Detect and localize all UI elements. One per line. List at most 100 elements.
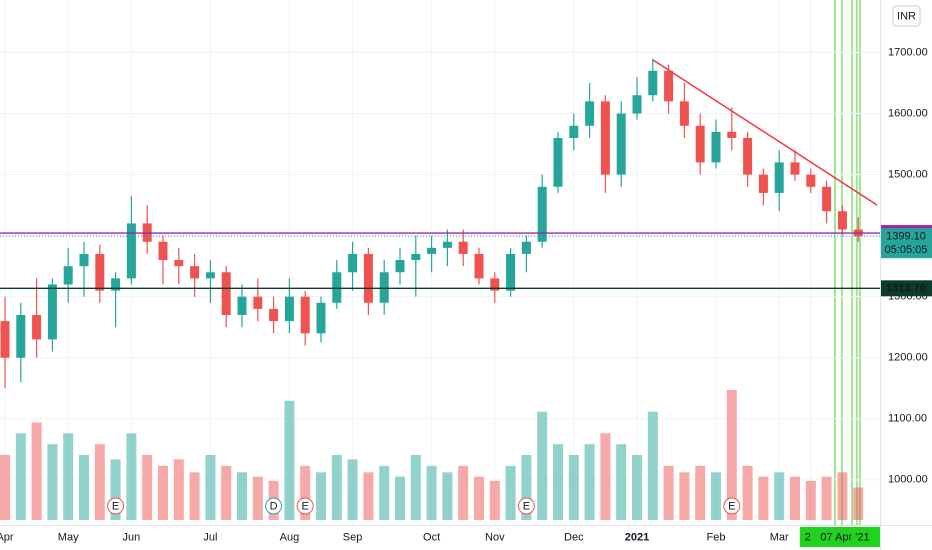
candle-body	[253, 296, 263, 309]
candle-body	[537, 186, 547, 242]
volume-bar	[189, 472, 200, 520]
volume-bar	[790, 476, 800, 520]
x-tick-label: 07 Apr '21	[820, 531, 869, 543]
volume-bar	[553, 444, 563, 520]
volume-bar	[837, 472, 848, 520]
volume-bar	[395, 476, 405, 520]
volume-bar	[237, 472, 247, 520]
candle-body	[490, 278, 500, 291]
event-marker	[296, 497, 314, 515]
volume-bar	[600, 433, 611, 520]
volume-bar	[505, 465, 516, 520]
candles	[0, 58, 863, 389]
event-marker	[723, 497, 741, 515]
candle-body	[679, 101, 689, 126]
volume-bar	[94, 444, 105, 520]
volume-bar	[537, 411, 548, 520]
x-tick-label: 2021	[625, 531, 649, 543]
volume-bar	[663, 465, 674, 520]
candle-body	[237, 296, 247, 315]
volume-bar	[221, 465, 232, 520]
x-tick-label: Dec	[564, 531, 584, 543]
candle-body	[111, 278, 121, 291]
volume-bar	[300, 465, 311, 520]
candle-body	[506, 253, 516, 291]
volume-bar	[0, 455, 10, 520]
candle-body	[695, 125, 705, 163]
volume-bar	[142, 455, 153, 520]
volume-bar	[316, 472, 326, 520]
candle-body	[727, 131, 737, 138]
y-tick-label: 1000.00	[888, 474, 928, 486]
currency-label: INR	[897, 10, 916, 22]
event-marker	[517, 497, 535, 515]
event-marker	[107, 497, 125, 515]
volume-bar	[31, 422, 42, 520]
event-label: E	[728, 500, 735, 512]
candle-body	[600, 101, 610, 175]
volume-bar	[15, 433, 26, 520]
candle-body	[411, 253, 421, 261]
volume-bar	[63, 433, 74, 520]
candle-body	[95, 253, 105, 291]
x-tick-label: Sep	[343, 531, 363, 543]
candle-body	[442, 241, 452, 248]
volume-bar	[679, 472, 690, 520]
volume-bar	[410, 455, 421, 520]
candle-body	[284, 296, 294, 322]
candle-body	[648, 70, 658, 96]
trendline	[652, 59, 878, 206]
volume-bar	[647, 411, 658, 520]
volume-bar	[805, 481, 816, 520]
volume-bar	[853, 487, 864, 520]
y-tick-label: 1500.00	[888, 168, 928, 180]
candle-body	[174, 260, 184, 267]
volume-bar	[363, 472, 374, 520]
candle-body	[758, 174, 768, 193]
x-label-highlight	[810, 527, 880, 547]
candle-body	[458, 241, 468, 254]
candle-body	[300, 296, 310, 334]
volume-bar	[442, 472, 453, 520]
candle-body	[774, 162, 784, 193]
volume-bar	[489, 481, 500, 520]
volume-bar	[47, 444, 58, 520]
candle-body	[521, 241, 531, 254]
candle-body	[474, 253, 484, 279]
volume-bar	[126, 433, 137, 520]
last-price-box	[881, 228, 932, 259]
candle-body	[806, 174, 816, 187]
x-tick-label: Aug	[280, 531, 300, 543]
volume-bar	[584, 444, 595, 520]
volume-bar	[79, 455, 89, 520]
volume-bar	[205, 455, 216, 520]
volume-bar	[774, 472, 785, 520]
x-tick-label: Nov	[485, 531, 505, 543]
event-marker	[265, 497, 283, 515]
candle-body	[664, 70, 674, 102]
candle-body	[221, 272, 231, 315]
volume-bar	[426, 465, 437, 520]
volume-bar	[616, 444, 627, 520]
volume-bar	[474, 476, 484, 520]
y-tick-label: 1700.00	[888, 46, 928, 58]
volume-bar	[726, 390, 737, 520]
last-price-label: 1399.10	[886, 231, 926, 243]
candle-body	[553, 137, 563, 187]
candle-body	[332, 272, 342, 303]
candle-body	[269, 308, 279, 322]
y-tick-label: 1600.00	[888, 107, 928, 119]
candle-body	[47, 284, 57, 340]
candle-body	[79, 253, 89, 267]
candle-body	[427, 247, 437, 254]
currency-box[interactable]	[892, 5, 921, 27]
volume-bar	[742, 465, 753, 520]
candle-body	[348, 253, 358, 273]
candle-body	[616, 113, 626, 175]
candle-body	[363, 253, 373, 303]
volume-bar	[110, 459, 121, 520]
volume-bar	[331, 455, 342, 520]
candle-body	[790, 162, 800, 175]
